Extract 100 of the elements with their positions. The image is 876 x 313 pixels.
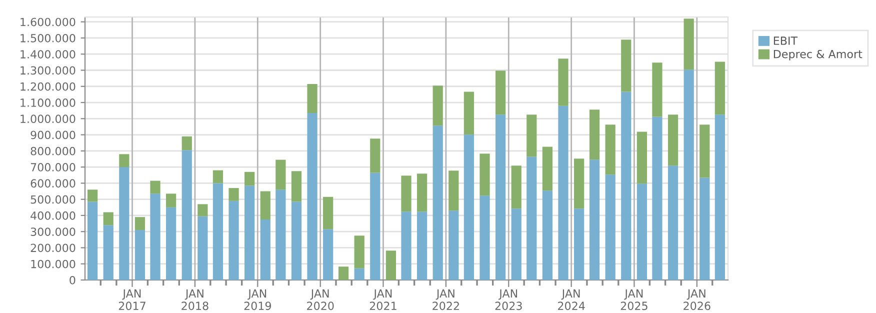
bar	[212, 170, 224, 184]
bar	[401, 212, 412, 280]
bar	[526, 114, 537, 157]
bar	[684, 18, 694, 70]
y-tick-label: 1.000.000	[20, 114, 76, 124]
bar	[260, 219, 270, 280]
y-tick-label: 700.000	[30, 163, 76, 172]
bar	[401, 176, 412, 212]
bar	[448, 170, 459, 211]
bar	[119, 154, 130, 168]
bar	[605, 124, 616, 175]
x-tick-label: JAN 2025	[620, 289, 648, 310]
bar	[323, 196, 334, 230]
bar	[700, 178, 710, 280]
bar	[621, 92, 632, 280]
bar	[323, 229, 334, 280]
bar	[276, 160, 286, 190]
x-tick-label: JAN 2020	[307, 289, 334, 310]
y-tick-label: 300.000	[30, 228, 76, 236]
bar	[291, 171, 302, 202]
bar	[150, 194, 160, 280]
bar	[276, 190, 286, 280]
bar	[212, 183, 224, 280]
y-tick-label: 1.300.000	[20, 66, 76, 75]
bar	[652, 62, 662, 117]
bar	[448, 210, 459, 280]
bar	[198, 204, 208, 216]
y-tick-label: 500.000	[30, 195, 76, 204]
x-tick-label: JAN 2021	[370, 289, 396, 310]
bar	[244, 186, 255, 280]
bar	[370, 138, 380, 173]
y-tick-label: 200.000	[30, 244, 76, 252]
bar	[652, 116, 662, 280]
bar	[714, 114, 725, 280]
bar	[589, 110, 600, 160]
y-tick-label: 1.500.000	[20, 34, 76, 42]
x-tick-label: JAN 2018	[182, 289, 208, 310]
bar	[542, 146, 553, 191]
bar	[103, 212, 114, 226]
y-tick-label: 1.400.000	[20, 50, 76, 58]
bar	[150, 180, 160, 194]
bar	[480, 196, 490, 280]
bar	[182, 150, 192, 280]
y-tick-label: 0	[70, 276, 76, 284]
y-tick-label: 1.200.000	[20, 82, 76, 91]
y-tick-label: 1.600.000	[20, 18, 76, 26]
legend-label: Deprec & Amort	[774, 50, 862, 60]
bar	[574, 158, 584, 209]
bar	[103, 225, 114, 280]
y-tick-label: 800.000	[30, 146, 76, 156]
bar	[700, 124, 710, 178]
bar	[558, 106, 568, 280]
bar	[605, 174, 616, 280]
bar	[464, 92, 474, 135]
bar	[495, 114, 506, 280]
legend-label: EBIT	[774, 36, 798, 45]
bar	[511, 166, 522, 209]
bar	[668, 166, 678, 280]
y-tick-label: 600.000	[30, 179, 76, 188]
x-tick-label: JAN 2026	[684, 289, 710, 310]
y-tick-label: 100.000	[31, 260, 76, 268]
bar	[495, 70, 506, 115]
x-tick-label: JAN 2017	[118, 289, 146, 310]
bar	[684, 70, 694, 280]
bar	[291, 202, 302, 280]
bar	[386, 250, 396, 280]
bar	[182, 136, 192, 150]
x-tick-label: JAN 2024	[558, 289, 585, 310]
bar	[480, 154, 490, 196]
x-tick-label: JAN 2019	[244, 289, 272, 310]
bar	[636, 132, 647, 184]
bar	[134, 230, 146, 280]
bar	[354, 268, 364, 280]
bar	[354, 236, 364, 268]
bar	[574, 208, 584, 280]
bar	[244, 172, 255, 186]
y-tick-label: 1.100.000	[20, 98, 76, 107]
bar	[338, 266, 349, 280]
bar	[134, 217, 146, 230]
bar	[416, 174, 428, 212]
bar	[432, 126, 443, 280]
bar	[307, 84, 318, 114]
bar	[260, 191, 270, 220]
bar	[511, 208, 522, 280]
bar	[228, 200, 239, 280]
x-tick-label: JAN 2023	[495, 289, 522, 310]
bar	[88, 190, 98, 202]
bar	[714, 62, 725, 115]
bar	[432, 86, 443, 126]
bar	[621, 40, 632, 92]
bar	[166, 207, 176, 280]
bar	[416, 212, 428, 280]
bar	[119, 167, 130, 280]
bar	[589, 160, 600, 280]
bar	[88, 202, 98, 280]
y-tick-label: 400.000	[30, 211, 76, 220]
y-tick-label: 900.000	[30, 130, 76, 140]
bar	[464, 134, 474, 280]
bar	[542, 190, 553, 280]
bar	[166, 194, 176, 208]
